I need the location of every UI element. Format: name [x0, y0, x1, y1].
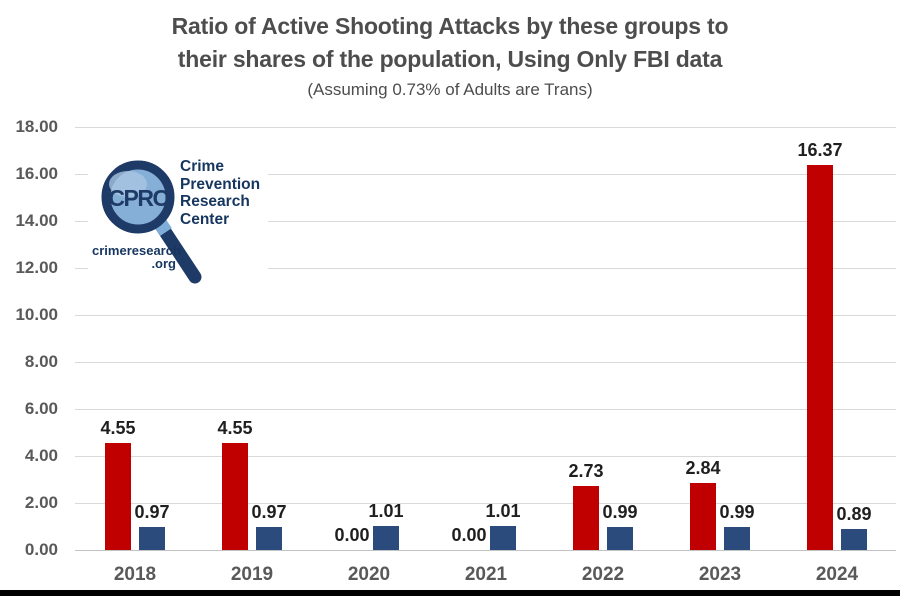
- bar-value-label-blue-2020: 1.01: [368, 501, 404, 521]
- bar-blue-2020: [373, 526, 399, 550]
- bar-value-label-blue-2024: 0.89: [836, 504, 872, 524]
- y-tick-label: 2.00: [24, 493, 58, 512]
- cprc-logo: CPRC Crime Prevention Research Center cr…: [88, 150, 268, 285]
- gridline: [75, 315, 896, 316]
- y-tick-label: 6.00: [24, 399, 58, 418]
- magnifying-glass-icon: CPRC: [101, 160, 202, 284]
- gridline: [75, 268, 896, 269]
- bar-value-label-blue-2021: 1.01: [485, 501, 521, 521]
- bar-red-2024: [807, 165, 833, 550]
- bar-blue-2018: [139, 527, 165, 550]
- x-tick-label-2023: 2023: [698, 564, 742, 585]
- bar-value-label-red-2024: 16.37: [797, 140, 843, 160]
- chart-title-line1: Ratio of Active Shooting Attacks by thes…: [171, 13, 729, 39]
- logo-acronym: CPRC: [108, 185, 168, 211]
- bar-value-label-red-2023: 2.84: [685, 458, 721, 478]
- y-tick-label: 12.00: [15, 258, 58, 277]
- gridline: [75, 174, 896, 175]
- bar-value-label-red-2020: 0.00: [334, 525, 370, 545]
- logo-name-line: Research: [180, 193, 250, 210]
- bottom-border: [0, 590, 900, 596]
- y-tick-label: 8.00: [24, 352, 58, 371]
- bar-blue-2024: [841, 529, 867, 550]
- gridline: [75, 362, 896, 363]
- bar-blue-2019: [256, 527, 282, 550]
- x-tick-label-2022: 2022: [581, 564, 625, 585]
- gridline: [75, 503, 896, 504]
- logo-name-line: Prevention: [180, 175, 261, 193]
- bar-value-label-blue-2018: 0.97: [134, 502, 170, 522]
- logo-name-line: Center: [180, 210, 230, 228]
- bar-blue-2021: [490, 526, 516, 550]
- logo-url-line1: crimeresearch: [92, 243, 181, 258]
- gridline: [75, 456, 896, 457]
- y-tick-label: 10.00: [15, 305, 58, 324]
- bar-red-2023: [690, 483, 716, 550]
- bar-value-label-blue-2022: 0.99: [602, 502, 638, 522]
- bar-blue-2022: [607, 527, 633, 550]
- x-tick-label-2024: 2024: [815, 564, 859, 585]
- gridline: [75, 550, 896, 551]
- y-tick-label: 0.00: [24, 540, 58, 559]
- x-tick-label-2021: 2021: [464, 564, 508, 585]
- chart-subtitle: (Assuming 0.73% of Adults are Trans): [307, 80, 593, 99]
- logo-name-line: Crime: [180, 158, 224, 175]
- bar-red-2019: [222, 443, 248, 550]
- bar-red-2018: [105, 443, 131, 550]
- x-tick-label-2018: 2018: [113, 564, 157, 585]
- logo-url-line2: .org: [151, 256, 176, 271]
- y-tick-label: 16.00: [15, 164, 58, 183]
- title-block: Ratio of Active Shooting Attacks by thes…: [0, 10, 900, 102]
- bar-red-2022: [573, 486, 599, 550]
- logo-name: Crime Prevention Research Center: [180, 158, 260, 228]
- bar-value-label-blue-2019: 0.97: [251, 502, 287, 522]
- gridline: [75, 127, 896, 128]
- x-tick-label-2019: 2019: [230, 564, 274, 585]
- gridline: [75, 221, 896, 222]
- bar-value-label-red-2021: 0.00: [451, 525, 487, 545]
- y-tick-label: 14.00: [15, 211, 58, 230]
- bar-value-label-red-2019: 4.55: [217, 418, 253, 438]
- gridline: [75, 409, 896, 410]
- y-tick-label: 18.00: [15, 117, 58, 136]
- bar-value-label-blue-2023: 0.99: [719, 502, 755, 522]
- x-tick-label-2020: 2020: [347, 564, 391, 585]
- bar-blue-2023: [724, 527, 750, 550]
- bar-value-label-red-2022: 2.73: [568, 461, 604, 481]
- y-tick-label: 4.00: [24, 446, 58, 465]
- logo-url: crimeresearch .org: [92, 243, 181, 271]
- bar-value-label-red-2018: 4.55: [100, 418, 136, 438]
- chart-title-line2: their shares of the population, Using On…: [177, 46, 723, 72]
